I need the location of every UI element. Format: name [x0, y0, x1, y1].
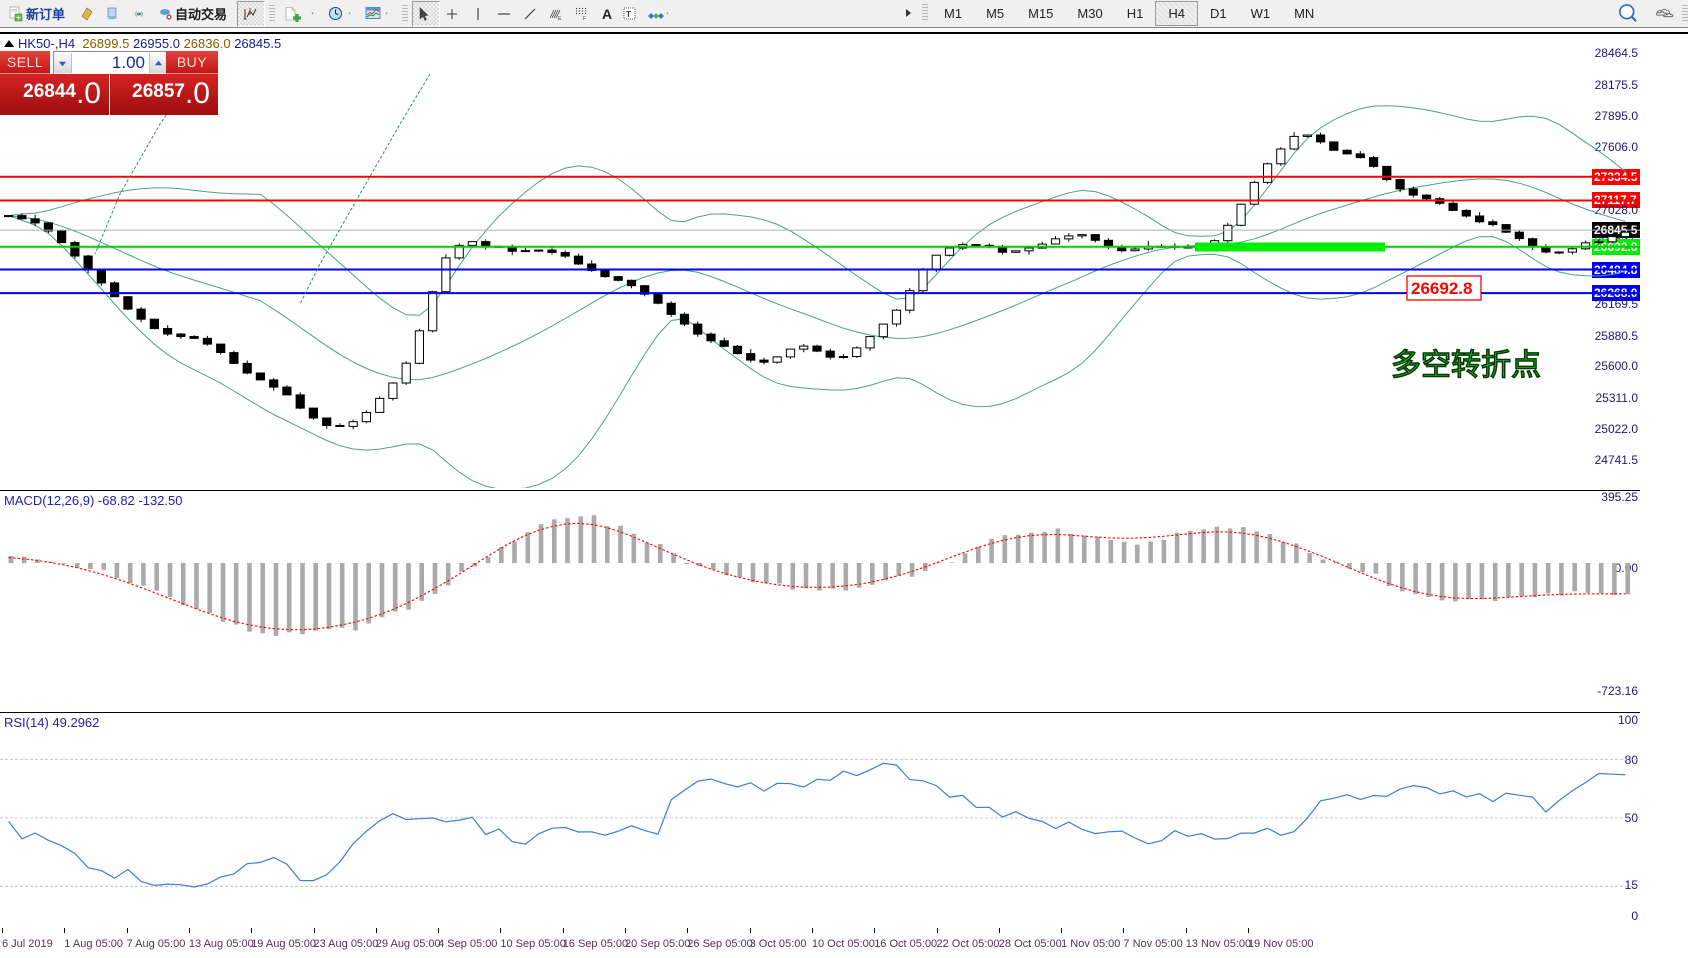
svg-text:E: E [558, 16, 562, 22]
svg-text:26692.8: 26692.8 [1411, 279, 1472, 298]
svg-text:F: F [583, 16, 586, 22]
svg-text:T: T [626, 10, 631, 19]
svg-text:多空转折点: 多空转折点 [1391, 349, 1541, 382]
